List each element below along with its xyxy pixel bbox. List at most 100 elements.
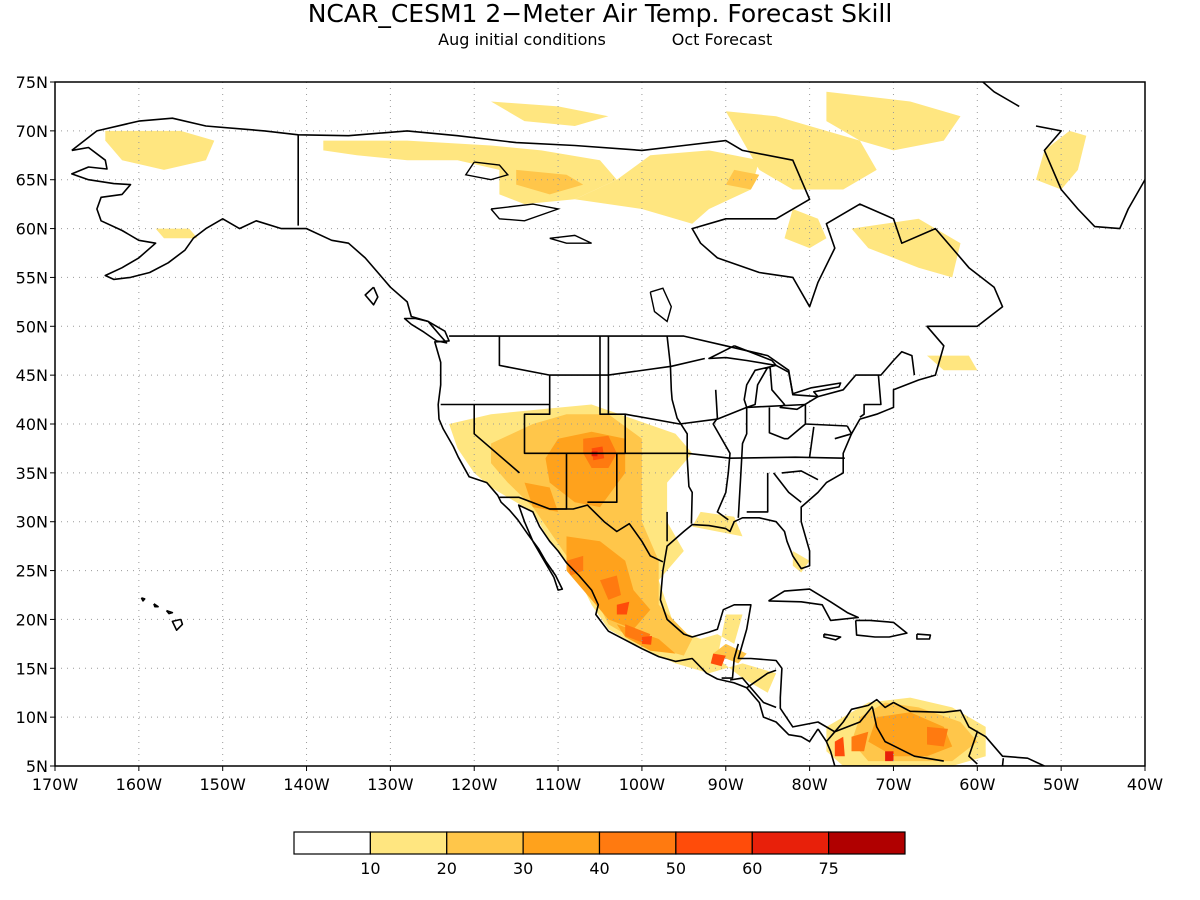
coastline-segment [473,404,521,474]
coastline-segment [1035,125,1145,230]
coastline-segment [498,336,705,376]
lake-outline [490,203,561,222]
coastline-segment [523,375,845,460]
coastline-segment [894,14,978,38]
colorbar-legend: 10 20 30 40 50 60 75 [293,831,906,878]
coastline-and-border-layer [71,14,1145,766]
longitude-tick-label: 120W [451,775,498,794]
longitude-tick-label: 140W [283,775,330,794]
longitude-tick-label: 50W [1043,775,1079,794]
skill-shading-layer [105,91,1087,766]
coastline-segment [140,597,146,602]
longitude-tick-label: 150W [200,775,247,794]
coastline-segment [364,286,379,306]
colorbar-label: 50 [666,859,686,878]
lake-outline [549,234,592,244]
latitude-tick-labels: 75N 70N 65N 60N 55N 50N 45N 40N 35N 30N 25N 20N 15N 1… [16,73,55,776]
coastline-segment [871,707,944,762]
colorbar-swatch-3 [522,831,601,855]
coastline-segment [625,403,848,427]
colorbar-label: 20 [437,859,457,878]
latitude-tick-label: 30N [16,513,48,532]
latitude-tick-label: 50N [16,317,48,336]
coastline-segment [768,588,860,622]
latitude-tick-label: 35N [16,464,48,483]
coastline-segment [823,633,842,641]
longitude-tick-label: 80W [792,775,828,794]
skill-region-level-5 [834,736,845,757]
skill-region-level-1 [927,355,978,371]
colorbar-swatch-7 [828,831,906,855]
skill-region-level-3 [868,712,953,757]
coastline-segment [981,82,1020,108]
longitude-tick-label: 100W [619,775,666,794]
skill-region-level-2 [491,414,693,656]
coastline-segment [746,669,777,689]
skill-region-level-4 [566,555,584,576]
coastline-segment [71,146,819,743]
colorbar-label: 30 [513,859,533,878]
coastline-segment [71,117,1045,766]
latitude-tick-label: 40N [16,415,48,434]
coastline-segment [440,403,551,415]
colorbar-label: 10 [360,859,380,878]
skill-region-level-1 [792,551,810,573]
lake-outline [649,287,673,323]
coastline-segment [781,470,819,481]
map-plot-area [55,14,1145,766]
colorbar-swatch-5 [675,831,753,855]
coastline-segment [165,609,174,615]
skill-region-level-1 [851,218,961,278]
skill-region-level-1 [323,140,617,205]
skill-region-level-4 [600,575,621,600]
colorbar-label: 40 [589,859,609,878]
longitude-tick-label: 60W [959,775,995,794]
coastline-segment [825,705,874,743]
colorbar-swatch-0 [293,831,371,855]
skill-region-level-5 [616,601,630,615]
coastline-segment [768,407,806,440]
coastline-segment [721,643,740,679]
longitude-tick-label: 160W [116,775,163,794]
coastline-segment [808,426,815,458]
lake-outline [464,161,510,181]
latitude-tick-label: 65N [16,171,48,190]
longitude-tick-label: 40W [1127,775,1163,794]
skill-region-level-5 [641,636,652,645]
map-subtitle-initial-conditions: Aug initial conditions [438,30,606,49]
latitude-tick-label: 15N [16,659,48,678]
skill-region-level-1 [105,130,215,170]
coastline-segment [1001,758,1005,766]
skill-region-level-2 [516,169,584,195]
coastline-segment [449,335,916,398]
skill-region-level-3 [524,482,559,512]
coastline-segment [834,425,853,440]
latitude-tick-label: 75N [16,73,48,92]
longitude-tick-label: 90W [708,775,744,794]
coastline-segment [968,731,979,765]
latitude-tick-label: 5N [26,757,48,776]
skill-region-level-1 [574,150,760,224]
colorbar-swatch-2 [446,831,524,855]
latitude-tick-label: 20N [16,610,48,629]
coastline-segment [666,336,694,524]
colorbar-swatch-6 [751,831,830,855]
latitude-tick-label: 60N [16,220,48,239]
coastline-segment [916,633,932,640]
latitude-tick-label: 70N [16,122,48,141]
skill-region-level-2 [725,169,760,190]
map-subtitle-forecast-month: Oct Forecast [672,30,772,49]
coastline-segment [737,407,748,518]
colorbar-label: 60 [742,859,762,878]
coastline-segment [153,603,159,608]
map-title: NCAR_CESM1 2−Meter Air Temp. Forecast Sk… [308,0,893,28]
coastline-segment [549,453,568,510]
coastline-segment [712,389,731,521]
longitude-tick-label: 130W [367,775,414,794]
colorbar-swatch-1 [369,831,448,855]
coastline-segment [403,317,448,344]
coastline-segment [708,345,842,411]
coastline-segment [859,375,882,418]
colorbar-label: 75 [818,859,838,878]
